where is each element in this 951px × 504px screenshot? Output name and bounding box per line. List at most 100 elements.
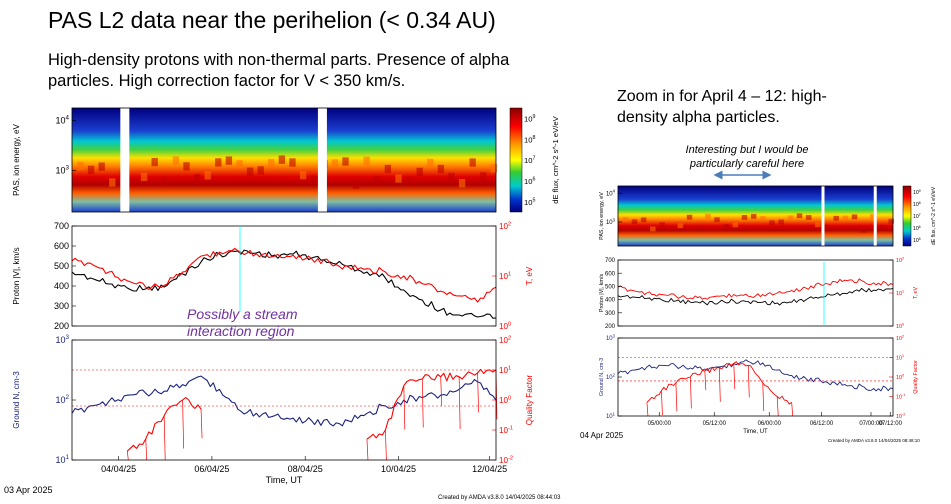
- spectrogram-streak: [151, 157, 158, 167]
- series-line-protonv: [617, 287, 894, 306]
- main-credit: Created by AMDA v3.8.0 14/04/2025 08:44:…: [438, 495, 561, 501]
- colorbar-tick-label: 106: [913, 225, 921, 232]
- quality-spike: [126, 450, 129, 461]
- colorbar-label: dE flux, cm^-2 s^-1 eV/eV: [551, 115, 560, 203]
- spectrogram-streak: [183, 162, 190, 171]
- y-tick-label: 200: [54, 321, 69, 331]
- spectrogram-streak: [87, 165, 95, 175]
- x-tick-label: 06/00:00: [758, 421, 782, 427]
- spectrogram-streak: [769, 220, 775, 226]
- spectrogram-streak: [268, 158, 275, 168]
- y-tick-label: 103: [606, 217, 616, 226]
- quality-spike: [776, 396, 779, 417]
- panel-frame: [71, 107, 497, 213]
- data-gap: [821, 186, 825, 246]
- x-tick-label: 06/04/25: [194, 464, 229, 474]
- colorbar-tick-label: 105: [913, 237, 921, 244]
- x-axis-label: Time, UT: [743, 429, 768, 435]
- y-tick-label: 103: [55, 165, 69, 176]
- spectrogram-streak: [310, 175, 317, 184]
- y2-axis-label: T, eV: [913, 286, 919, 299]
- data-gap: [873, 186, 877, 246]
- x-tick-label: 08/04/25: [288, 464, 323, 474]
- colorbar: [509, 107, 523, 213]
- spectrogram-streak: [686, 214, 693, 220]
- quality-spike: [440, 376, 443, 406]
- spectrogram-streak: [824, 224, 830, 230]
- spectrogram-streak: [363, 156, 370, 165]
- y-tick-label: 400: [605, 298, 616, 304]
- spectrogram-streak: [695, 225, 702, 231]
- y-axis-label: Proton |V|, km/s: [12, 247, 21, 304]
- zoom-figure: 109 108 107 106 105 dE flux, cm^-2 s^-1 eV/eV…: [599, 185, 937, 435]
- spectrogram-streak: [257, 166, 264, 175]
- spectrogram-streak: [815, 222, 821, 228]
- zoom-start-date: 04 Apr 2025: [580, 431, 624, 440]
- zoom-credit: Created by AMDA v3.8.0 14/04/2025 08:48:…: [828, 438, 920, 443]
- spectrogram-streak: [140, 172, 148, 182]
- spectrogram-streak: [705, 213, 711, 219]
- y-tick-label: 500: [605, 285, 616, 291]
- quality-spike: [403, 385, 406, 430]
- y-tick-label: 101: [55, 454, 69, 465]
- slide-title: PAS L2 data near the perihelion (< 0.34 …: [48, 7, 496, 33]
- spectrogram-streak: [640, 217, 647, 223]
- spectrogram-streak: [659, 222, 665, 228]
- spectrogram-streak: [668, 226, 674, 232]
- quality-spike: [733, 363, 736, 390]
- x-tick-label: 05/00:00: [648, 421, 672, 427]
- y2-tick-label: 101: [896, 354, 904, 361]
- spectrogram-streak: [714, 217, 720, 223]
- y-tick-label: 500: [54, 261, 69, 271]
- quality-spike: [385, 429, 387, 461]
- spectrogram-streak: [750, 213, 757, 219]
- series-line-t: [617, 278, 894, 300]
- x-tick-label: 06/12:00: [810, 421, 834, 427]
- colorbar-tick-label: 107: [913, 213, 921, 220]
- y-tick-label: 104: [606, 189, 616, 198]
- x-tick-label: 10/04/25: [381, 464, 416, 474]
- spectrogram-streak: [650, 226, 656, 232]
- spectrogram-streak: [879, 225, 885, 230]
- spectrogram-streak: [278, 155, 286, 164]
- series-line-protonv: [71, 249, 497, 319]
- colorbar-tick-label: 105: [524, 197, 536, 206]
- series-line-qualityfactor: [366, 368, 497, 440]
- spectrogram-streak: [98, 162, 105, 171]
- spectrogram-streak: [172, 156, 180, 165]
- spectrogram-streak: [796, 213, 803, 219]
- quality-spike: [421, 379, 424, 428]
- main-figure: 109 108 107 106 105 dE flux, cm^-2 s^-1 eV/eV…: [12, 107, 560, 485]
- series-line-groundn: [71, 375, 497, 427]
- spectrogram-streak: [888, 218, 894, 224]
- spectrogram-streak: [833, 215, 839, 221]
- y2-tick-label: 102: [896, 257, 904, 264]
- y2-axis-label: T, eV: [525, 266, 534, 285]
- y-tick-label: 101: [606, 411, 616, 420]
- x-tick-label: 04/04/25: [101, 464, 136, 474]
- series-line-groundn: [617, 359, 894, 392]
- spectrogram-streak: [384, 164, 392, 174]
- colorbar-tick-label: 108: [524, 135, 536, 144]
- quality-spike: [477, 372, 479, 413]
- spectrogram-streak: [469, 158, 476, 167]
- y2-tick-label: 100: [499, 322, 511, 332]
- data-gap: [317, 108, 327, 212]
- quality-spike: [661, 390, 663, 416]
- y-axis-label: Proton |V|, km/s: [599, 274, 605, 312]
- spectrogram-streak: [787, 215, 794, 221]
- spectrogram-streak: [109, 178, 116, 187]
- quality-spike: [366, 439, 369, 461]
- y2-tick-label: 10-1: [499, 426, 513, 436]
- spectrogram-streak: [622, 217, 629, 222]
- y-tick-label: 103: [606, 333, 616, 342]
- y2-tick-label: 101: [499, 366, 511, 376]
- spectrogram-streak: [870, 214, 876, 219]
- y-tick-label: 700: [605, 258, 616, 264]
- quality-spike: [163, 415, 166, 460]
- quality-spike: [458, 376, 461, 430]
- y-tick-label: 600: [605, 271, 616, 277]
- x-tick-label: 07/00:00: [859, 421, 883, 427]
- spectrogram-streak: [246, 167, 254, 176]
- spectrogram-streak: [162, 176, 169, 186]
